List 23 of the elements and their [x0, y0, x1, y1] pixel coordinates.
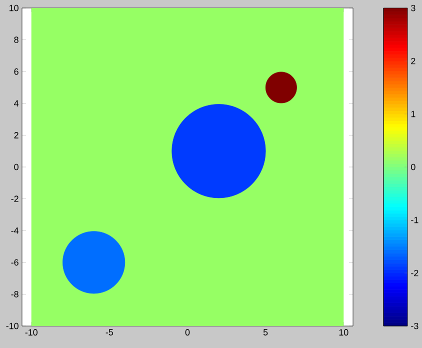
- x-tick-label: 5: [263, 329, 268, 336]
- color-bar-label: -1: [411, 216, 418, 224]
- y-tick-label: -6: [11, 259, 18, 266]
- y-tick-label: 6: [14, 68, 18, 75]
- color-bar-label: -2: [411, 270, 418, 276]
- y-tick-label: 4: [14, 100, 19, 106]
- y-tick-label: -10: [6, 322, 18, 330]
- x-tick-label: 10: [339, 329, 348, 336]
- color-bar-label: -3: [411, 322, 418, 330]
- color-bar-label: 3: [411, 4, 416, 12]
- y-tick-label: 10: [10, 4, 18, 12]
- color-bar-label: 0: [411, 164, 416, 170]
- y-tick-label: -4: [11, 228, 19, 234]
- y-tick-label: 0: [14, 164, 18, 170]
- y-tick-label: 2: [14, 132, 18, 138]
- x-tick-label: 0: [185, 329, 190, 336]
- y-tick-label: -2: [11, 196, 18, 202]
- color-bar-label: 2: [411, 58, 416, 64]
- color-bar-label: 1: [411, 110, 416, 118]
- y-tick-label: 8: [14, 36, 18, 43]
- x-tick-label: -10: [25, 329, 38, 336]
- x-tick-label: -5: [106, 329, 114, 336]
- y-tick-label: -8: [11, 291, 18, 298]
